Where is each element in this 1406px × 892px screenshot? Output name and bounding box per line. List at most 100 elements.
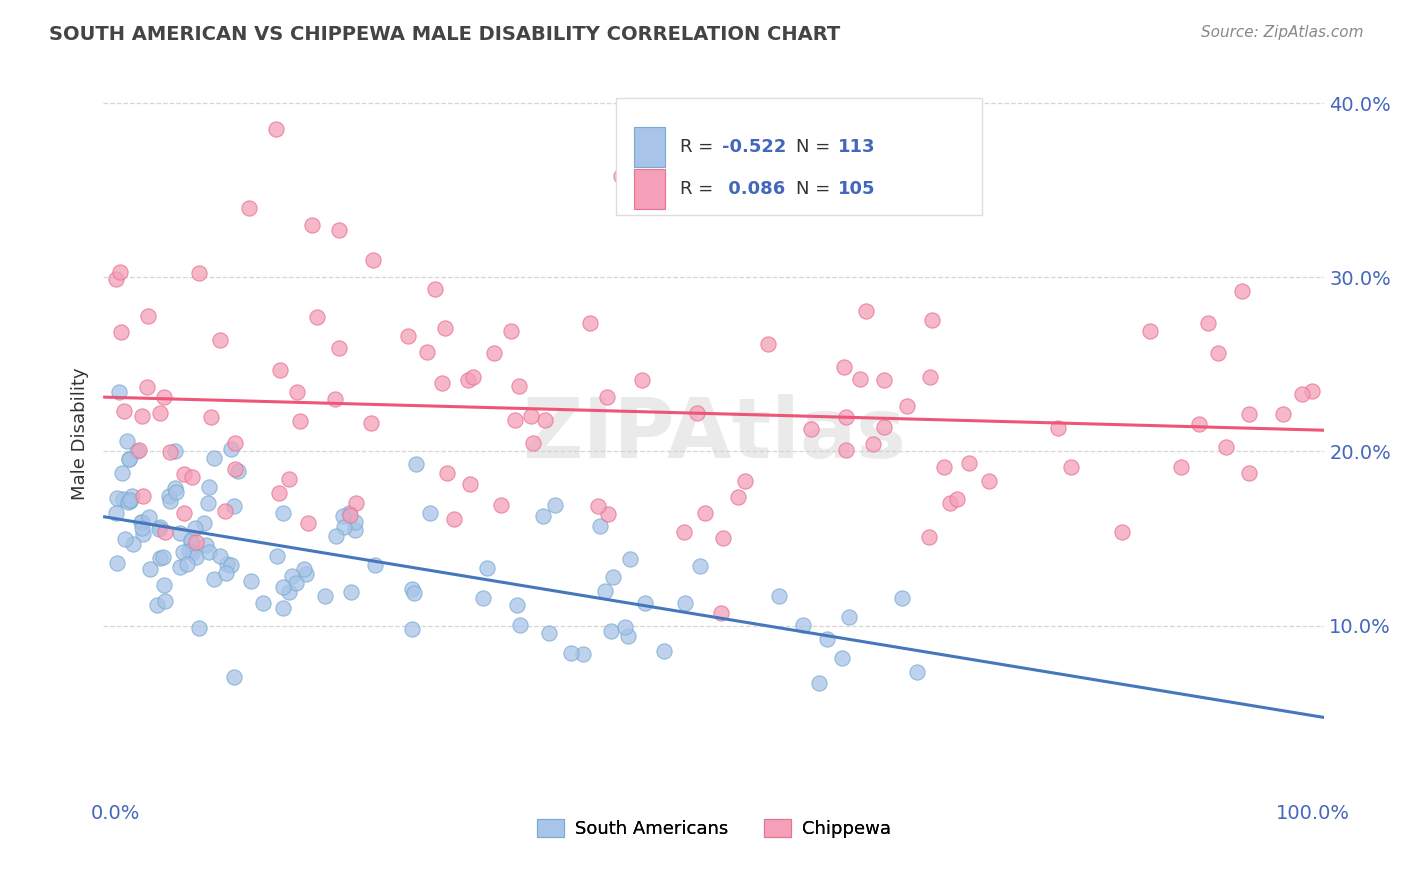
Point	[294, 566, 316, 581]
Text: R =: R =	[679, 180, 718, 198]
Point	[325, 392, 347, 406]
Point	[831, 650, 853, 665]
Point	[138, 510, 160, 524]
Point	[614, 620, 637, 634]
Point	[673, 525, 696, 540]
Point	[1301, 384, 1323, 399]
Text: N =: N =	[796, 180, 835, 198]
Point	[114, 532, 136, 546]
Text: 113: 113	[838, 138, 876, 156]
Point	[281, 569, 304, 583]
Point	[105, 491, 128, 505]
Text: -0.522: -0.522	[723, 138, 787, 156]
Point	[363, 253, 385, 268]
Point	[157, 489, 180, 503]
Point	[132, 527, 155, 541]
Point	[654, 644, 676, 658]
Point	[131, 409, 153, 424]
Point	[325, 529, 347, 543]
Point	[153, 390, 176, 404]
Point	[198, 480, 221, 494]
Point	[768, 589, 790, 603]
Point	[108, 265, 131, 279]
Point	[918, 370, 941, 384]
Point	[957, 456, 980, 470]
Point	[727, 490, 749, 504]
Point	[301, 218, 323, 232]
Point	[499, 324, 522, 338]
Point	[405, 457, 427, 471]
Point	[602, 570, 624, 584]
Point	[333, 520, 356, 534]
Point	[340, 584, 363, 599]
Point	[579, 317, 602, 331]
Point	[105, 556, 128, 570]
Point	[1139, 325, 1161, 339]
Point	[815, 632, 838, 646]
Point	[848, 371, 870, 385]
Point	[531, 508, 554, 523]
Point	[118, 494, 141, 508]
Point	[364, 558, 387, 572]
Text: Source: ZipAtlas.com: Source: ZipAtlas.com	[1201, 25, 1364, 40]
Point	[443, 512, 465, 526]
Point	[186, 535, 208, 549]
Point	[269, 363, 291, 377]
Point	[224, 500, 246, 514]
Point	[307, 310, 329, 324]
Point	[1271, 407, 1294, 421]
Point	[855, 304, 877, 318]
Point	[173, 467, 195, 482]
Point	[292, 562, 315, 576]
Point	[939, 496, 962, 510]
Point	[1188, 417, 1211, 431]
Point	[596, 390, 619, 404]
Point	[180, 470, 202, 484]
Point	[115, 434, 138, 448]
Point	[616, 629, 638, 643]
Point	[153, 593, 176, 607]
Point	[118, 493, 141, 508]
Point	[266, 549, 288, 563]
Point	[165, 481, 187, 495]
Point	[284, 576, 307, 591]
Point	[862, 437, 884, 451]
Point	[489, 498, 512, 512]
Point	[152, 578, 174, 592]
Point	[112, 403, 135, 417]
Point	[1230, 284, 1253, 298]
Point	[180, 545, 202, 559]
Point	[932, 460, 955, 475]
Point	[121, 536, 143, 550]
Point	[269, 486, 291, 500]
Point	[835, 409, 858, 424]
Point	[136, 380, 159, 394]
Point	[105, 506, 128, 520]
Point	[416, 345, 439, 359]
Point	[266, 122, 288, 136]
Point	[288, 414, 311, 428]
Point	[149, 520, 172, 534]
Point	[471, 591, 494, 605]
Point	[1111, 525, 1133, 540]
Point	[128, 443, 150, 458]
Point	[1215, 440, 1237, 454]
Point	[630, 373, 652, 387]
Point	[110, 325, 132, 339]
Point	[534, 413, 557, 427]
Point	[610, 169, 633, 183]
Point	[419, 506, 441, 520]
Point	[423, 282, 446, 296]
Text: ZIPAtlas: ZIPAtlas	[522, 393, 905, 475]
Point	[314, 589, 336, 603]
Point	[538, 625, 561, 640]
Point	[252, 596, 274, 610]
Point	[297, 516, 319, 531]
Point	[224, 670, 246, 684]
Point	[332, 509, 354, 524]
Point	[224, 435, 246, 450]
Point	[458, 476, 481, 491]
Point	[482, 346, 505, 360]
Point	[197, 545, 219, 559]
Point	[673, 595, 696, 609]
